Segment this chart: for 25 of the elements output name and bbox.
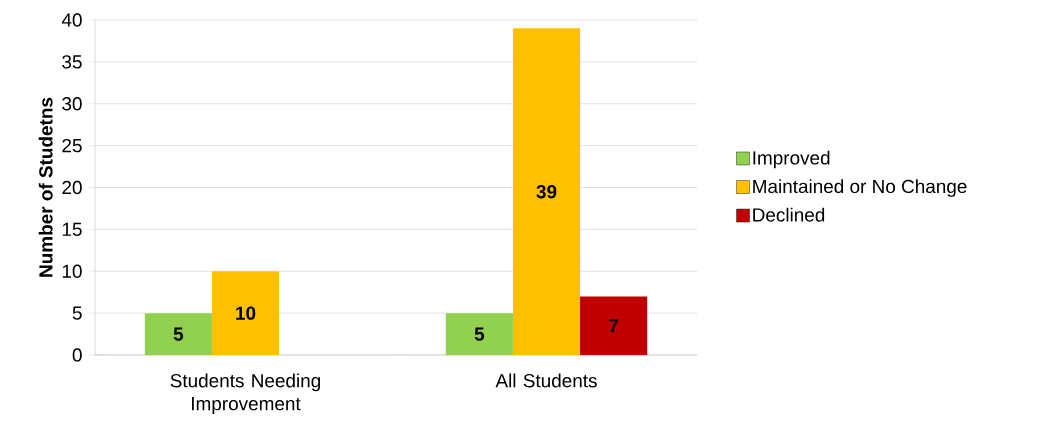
x-tick-label: Students Needing Improvement [170,373,321,415]
y-tick-label: 35 [62,55,82,69]
y-tick-label: 5 [72,306,82,320]
y-tick-label: 15 [62,222,82,236]
data-label: 39 [536,184,557,199]
legend-label: Maintained or No Change [753,179,967,197]
data-label: 5 [173,327,184,341]
x-tick-label: All Students [495,373,597,388]
data-label: 5 [474,327,485,341]
legend-label: Declined [753,207,825,222]
y-tick-label: 0 [72,348,82,362]
bar [211,271,280,355]
y-tick-label: 40 [61,13,82,27]
bar [512,28,581,355]
bar [144,313,212,355]
legend-label: Improved [753,150,830,169]
y-tick-label: 30 [62,97,82,111]
bar [580,296,648,355]
data-label: 7 [609,319,619,333]
bar [445,313,513,355]
y-tick-label: 25 [62,138,82,153]
y-tick-label: 10 [62,264,82,278]
y-tick-label: 20 [62,180,82,195]
y-axis-title: Number of Studetns [38,97,53,277]
data-label: 10 [236,306,256,320]
